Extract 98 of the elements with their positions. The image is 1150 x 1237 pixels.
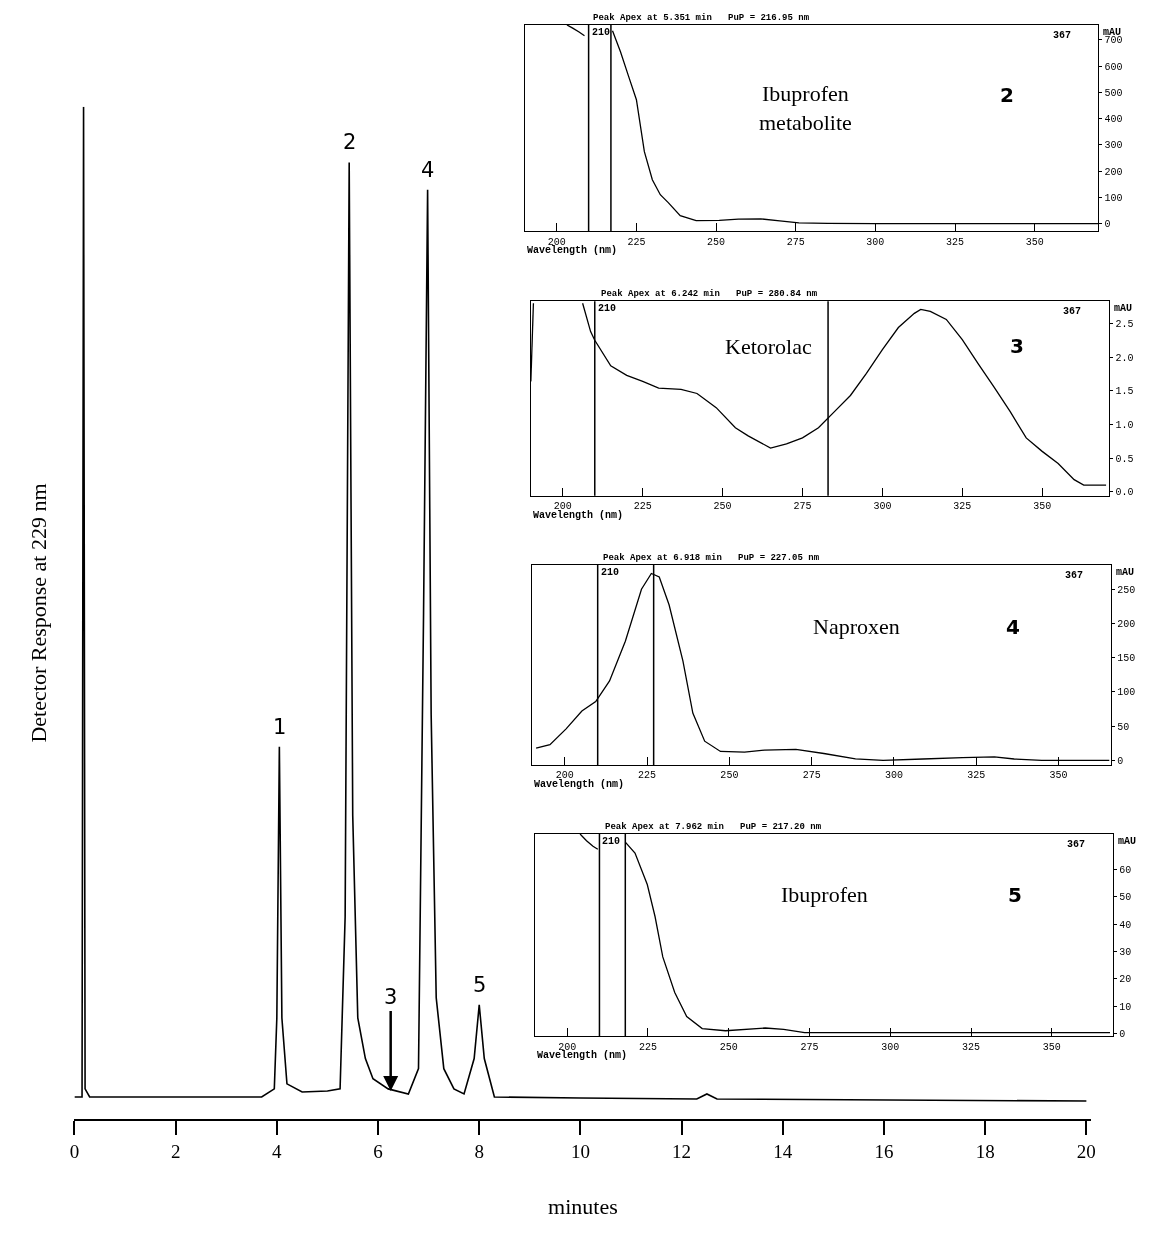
- y-tick-label: 1.0: [1115, 419, 1134, 431]
- x-tick-label: 275: [800, 1041, 819, 1053]
- x-tick-label: 8: [474, 1140, 484, 1162]
- y-tick-label: 1.5: [1115, 386, 1134, 398]
- y-tick-label: 2.5: [1115, 318, 1134, 330]
- annotation: 2: [1000, 83, 1014, 107]
- x-tick-label: 325: [946, 236, 965, 248]
- x-tick-label: 325: [962, 1041, 981, 1053]
- x-tick-label: 300: [884, 770, 903, 782]
- annotation: 5: [473, 973, 487, 997]
- x-tick-label: 16: [874, 1140, 894, 1162]
- annotation: 1: [273, 715, 287, 739]
- x-tick-label: 300: [866, 236, 885, 248]
- chart-title: Peak Apex at 6.918 min PuP = 227.05 nm: [603, 553, 820, 563]
- x-tick-label: 250: [720, 770, 739, 782]
- y-tick-label: 200: [1117, 618, 1136, 630]
- x-tick-label: 300: [873, 500, 892, 512]
- y-tick-label: 0: [1104, 219, 1111, 231]
- x-tick-label: 10: [570, 1140, 590, 1162]
- y-tick-label: 0.0: [1115, 487, 1134, 499]
- y-tick-label: 400: [1104, 114, 1123, 126]
- ref-line-label: 210: [601, 567, 620, 578]
- x-tick-label: 0: [69, 1140, 80, 1162]
- x-tick-label: 200: [553, 500, 572, 512]
- annotation: Ibuprofen metabolite: [759, 81, 852, 135]
- y-tick-label: 700: [1104, 35, 1123, 47]
- y-tick-label: 50: [1119, 892, 1132, 904]
- x-axis-title: Wavelength (nm): [527, 245, 618, 256]
- x-tick-label: 350: [1025, 236, 1044, 248]
- x-tick-label: 275: [802, 770, 821, 782]
- y-tick-label: 10: [1119, 1001, 1132, 1013]
- x-tick-label: 250: [707, 236, 726, 248]
- y-axis-title: mAU: [1116, 567, 1135, 578]
- y-tick-label: 100: [1104, 192, 1123, 204]
- x-tick-label: 250: [713, 500, 732, 512]
- y-tick-label: 20: [1119, 974, 1132, 986]
- y-tick-label: 0: [1119, 1028, 1126, 1040]
- annotation: 3: [384, 985, 398, 1009]
- ref-line-label: 210: [592, 27, 611, 38]
- x-tick-label: 225: [633, 500, 652, 512]
- x-tick-label: 225: [627, 236, 646, 248]
- y-axis-title: mAU: [1118, 836, 1137, 847]
- annotation: 3: [1010, 334, 1024, 358]
- annotation: 4: [1006, 615, 1020, 639]
- x-tick-label: 250: [719, 1041, 738, 1053]
- y-tick-label: 30: [1119, 946, 1132, 958]
- y-tick-label: 100: [1117, 687, 1136, 699]
- y-tick-label: 60: [1119, 865, 1132, 876]
- y-tick-label: 0.5: [1115, 453, 1134, 465]
- chart-title: Peak Apex at 7.962 min PuP = 217.20 nm: [605, 822, 822, 832]
- annotation: 367: [1053, 30, 1072, 41]
- x-tick-label: 4: [272, 1140, 283, 1162]
- ref-line-label: 210: [598, 303, 617, 314]
- x-tick-label: 2: [170, 1140, 181, 1162]
- x-tick-label: 350: [1033, 500, 1052, 512]
- y-tick-label: 150: [1117, 653, 1136, 665]
- x-axis-title: minutes: [548, 1194, 618, 1220]
- y-tick-label: 600: [1104, 61, 1123, 73]
- annotation: Naproxen: [813, 614, 900, 639]
- x-tick-label: 14: [773, 1140, 793, 1162]
- chart-title: Peak Apex at 5.351 min PuP = 216.95 nm: [593, 13, 810, 23]
- y-tick-label: 500: [1104, 87, 1123, 99]
- ref-line-label: 210: [602, 836, 621, 847]
- annotation: 5: [1008, 883, 1022, 907]
- chart-title: Peak Apex at 6.242 min PuP = 280.84 nm: [601, 289, 818, 299]
- x-tick-label: 275: [786, 236, 805, 248]
- x-tick-label: 18: [975, 1140, 995, 1162]
- x-tick-label: 275: [793, 500, 812, 512]
- x-tick-label: 12: [672, 1140, 692, 1162]
- x-axis-title: Wavelength (nm): [534, 779, 625, 790]
- y-axis-title: mAU: [1103, 27, 1122, 38]
- annotation: 4: [421, 158, 435, 182]
- y-tick-label: 40: [1119, 919, 1132, 931]
- annotation: Ketorolac: [725, 334, 812, 359]
- y-tick-label: 300: [1104, 140, 1123, 152]
- y-tick-label: 200: [1104, 166, 1123, 178]
- x-tick-label: 6: [373, 1140, 383, 1162]
- x-tick-label: 300: [881, 1041, 900, 1053]
- y-axis-title: Detector Response at 229 nm: [26, 483, 52, 743]
- y-tick-label: 0: [1117, 755, 1124, 767]
- y-tick-label: 250: [1117, 584, 1136, 596]
- x-axis-title: Wavelength (nm): [537, 1050, 628, 1061]
- x-tick-label: 225: [638, 1041, 657, 1053]
- x-tick-label: 20: [1076, 1140, 1096, 1162]
- annotation: 2: [343, 130, 357, 154]
- y-axis-title: mAU: [1114, 303, 1133, 314]
- x-tick-label: 225: [638, 770, 657, 782]
- x-tick-label: 350: [1042, 1041, 1061, 1053]
- annotation: 367: [1065, 570, 1084, 581]
- x-tick-label: 325: [953, 500, 972, 512]
- y-tick-label: 50: [1117, 721, 1130, 733]
- annotation: 367: [1067, 839, 1086, 850]
- y-tick-label: 2.0: [1115, 352, 1134, 364]
- annotation: 367: [1063, 306, 1082, 317]
- x-tick-label: 325: [967, 770, 986, 782]
- x-axis-title: Wavelength (nm): [533, 510, 624, 521]
- x-tick-label: 350: [1049, 770, 1068, 782]
- annotation: Ibuprofen: [781, 882, 868, 907]
